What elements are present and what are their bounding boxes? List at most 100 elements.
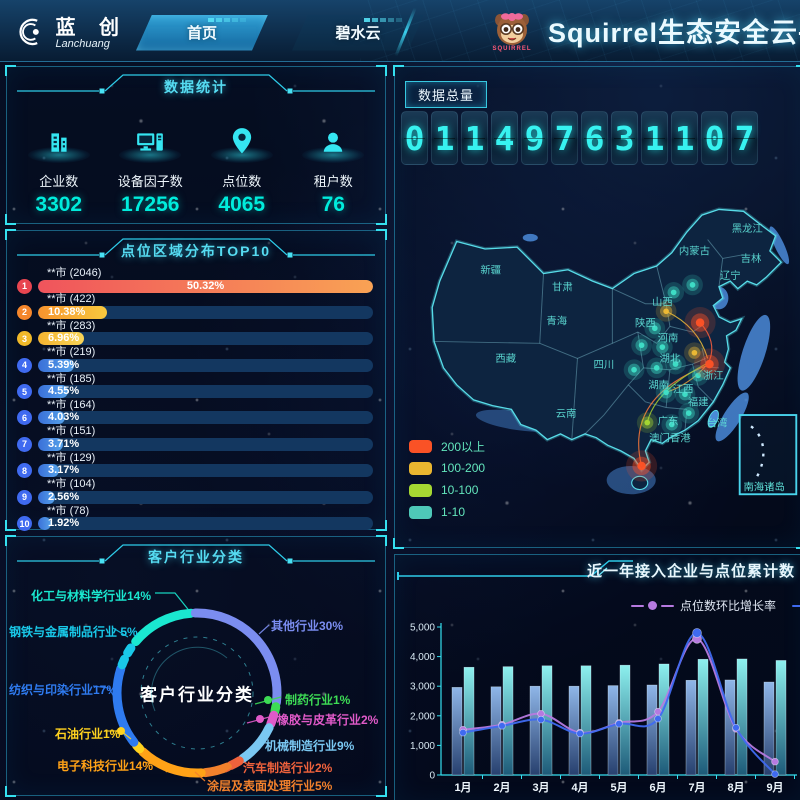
donut-segment	[190, 608, 282, 708]
stat-value: 76	[321, 193, 345, 216]
counter-digit: 7	[551, 111, 578, 165]
map-province-label: 湖北	[660, 353, 681, 365]
map-province-label: 吉林	[741, 252, 762, 265]
map-legend-item[interactable]: 100-200	[409, 457, 485, 479]
counter-digit: 3	[611, 111, 638, 165]
panel-header-decoration	[17, 544, 375, 564]
map-hotspot	[665, 353, 686, 375]
device-icon	[137, 133, 164, 151]
panel-corner-accent	[796, 538, 800, 549]
x-axis-month-label: 7月	[688, 781, 705, 794]
top10-row: **市 (283) 3 6.96%	[17, 320, 373, 347]
top10-rank-badge: 6	[17, 410, 32, 426]
top10-rank-badge: 8	[17, 463, 32, 479]
top10-bar-percent: 50.32%	[186, 279, 225, 292]
map-province-label: 四川	[594, 359, 615, 371]
bar-blue	[685, 679, 697, 776]
map-hotspot	[655, 382, 677, 403]
map-legend-item[interactable]: 1-10	[409, 501, 485, 523]
bar-blue	[529, 685, 541, 776]
map-hotspot	[646, 357, 668, 379]
top10-bar-track: 10.38%	[38, 305, 373, 319]
map-legend-item[interactable]: 200以上	[409, 435, 485, 457]
panel-corner-accent	[393, 538, 404, 549]
counter-digit: 1	[461, 111, 488, 165]
counter-digit: 1	[671, 111, 698, 165]
map-legend: 200以上 100-200 10-100 1-10	[409, 435, 485, 523]
map-province-label: 新疆	[480, 264, 501, 277]
map-legend-label: 200以上	[441, 439, 486, 454]
top10-bar-fill	[38, 358, 74, 372]
top10-bar-fill	[38, 464, 60, 478]
panel-title: 客户行业分类	[148, 549, 244, 565]
map-province-label: 福建	[688, 396, 709, 409]
top10-bar: 3 6.96%	[17, 331, 373, 347]
map-hotspot	[626, 450, 658, 482]
counter-digit: 1	[431, 111, 458, 165]
map-hotspot	[674, 383, 696, 405]
panel-corner-accent	[5, 520, 16, 531]
map-province-label: 青海	[546, 314, 567, 327]
top10-bar-fill	[38, 385, 69, 399]
stat-label: 企业数	[39, 174, 79, 189]
top10-bar-percent: 2.56%	[48, 490, 80, 503]
map-province-label: 西藏	[495, 353, 516, 365]
panel-corner-accent	[5, 535, 16, 546]
top10-row-label: **市 (129)	[47, 451, 96, 464]
top10-bar-fill	[38, 305, 107, 319]
top10-row-label: **市 (219)	[47, 346, 96, 359]
panel-title: 点位区域分布TOP10	[120, 243, 272, 259]
bar-blue	[763, 681, 775, 776]
x-axis-month-label: 1月	[454, 781, 471, 794]
bar-cyan	[619, 664, 631, 776]
top10-bar-percent: 3.17%	[48, 464, 80, 477]
map-province-label: 湖南	[648, 379, 669, 392]
top10-bar-percent: 10.38%	[48, 305, 86, 318]
brand: SQUIRREL Squirrel生态安全云平台	[486, 10, 800, 52]
bar-cyan	[736, 658, 748, 776]
stat-device-factors: 设备因子数 17256	[105, 105, 197, 217]
monthly-combo-chart[interactable]: 0 1,000 2,000 3,000 4,000 5,000 1月 2月 3月 4月 5月 6月 7月…	[399, 617, 800, 800]
y-axis-tick-label: 5,000	[410, 623, 435, 634]
donut-segment	[132, 740, 145, 754]
donut-label: 其他行业30%	[271, 619, 344, 633]
map-hotspot	[693, 348, 726, 380]
chart-legend-item[interactable]	[792, 601, 800, 610]
china-map[interactable]: 南海诸岛 新疆 甘肃 青海 西藏 四川 云南 内蒙古 黑龙江 吉林 辽宁 山西 陕西 河南 湖北 湖南 江西 浙江…	[419, 171, 800, 527]
top10-bar-fill	[38, 332, 85, 346]
top10-bar: 9 2.56%	[17, 489, 373, 505]
top10-bar: 7 3.71%	[17, 436, 373, 452]
panel-header: 客户行业分类	[7, 537, 385, 571]
location-pin-icon	[232, 128, 251, 154]
top10-row-label: **市 (104)	[47, 478, 96, 491]
industry-donut-chart[interactable]: 客户行业分类 化工与材料学行业14% 其他行业30% 制药行业1% 橡胶与皮革行业2%…	[7, 571, 385, 795]
donut-label: 汽车制造行业2%	[243, 761, 333, 775]
map-legend-item[interactable]: 10-100	[409, 479, 485, 501]
stat-value: 17256	[121, 193, 180, 216]
top10-bar: 2 10.38%	[17, 304, 373, 320]
y-axis-tick-label: 0	[429, 771, 435, 782]
map-hotspot	[682, 274, 703, 296]
map-province-label: 内蒙古	[679, 245, 710, 258]
top10-bar-chart[interactable]: **市 (2046) 1 50.32% **市 (422) 2 10.38% **市 (28…	[7, 265, 385, 532]
panel-header-decoration	[17, 74, 375, 94]
panel-corner-accent	[376, 229, 387, 240]
panel-data-statistics: 数据统计 企业数 3302 设备因子数	[5, 65, 387, 225]
stat-value: 3302	[35, 193, 83, 216]
donut-label: 机械制造行业9%	[265, 739, 355, 753]
top10-row-label: **市 (164)	[47, 398, 96, 411]
map-legend-swatch	[409, 461, 432, 475]
tab-home[interactable]: 首页	[136, 15, 268, 51]
bar-cyan	[775, 660, 787, 776]
top10-row: **市 (219) 4 5.39%	[17, 346, 373, 373]
panel-corner-accent	[376, 535, 387, 546]
chart-legend: 点位数环比增长率	[630, 597, 800, 614]
top10-bar-track: 4.03%	[38, 411, 373, 425]
chart-legend-item[interactable]: 点位数环比增长率	[630, 597, 776, 614]
line-series	[462, 637, 776, 763]
nav-tabs: 首页 碧水云	[136, 15, 424, 51]
y-axis-tick-label: 1,000	[410, 741, 435, 752]
panel-monthly-accumulation: 近一年接入企业与点位累计数 点位数环比增长率 0 1,000 2,000 3,000 4…	[394, 554, 800, 800]
